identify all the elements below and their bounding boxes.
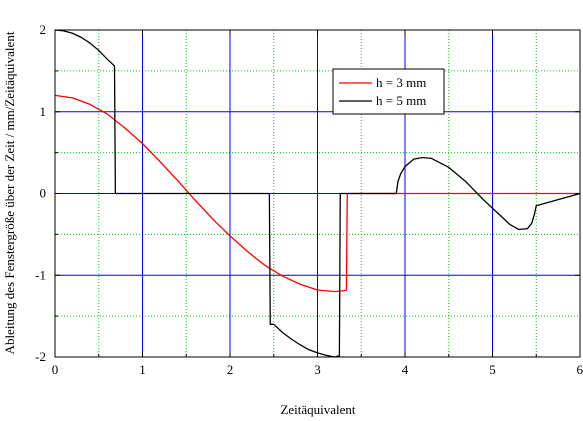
series-line-h5: [54, 29, 581, 358]
axes: [54, 29, 581, 358]
x-tick-label: 6: [577, 362, 583, 377]
y-axis-label: Ableitung des Fenstergröße über der Zeit…: [2, 31, 17, 354]
y-tick-label: 2: [40, 22, 47, 37]
series-layer: [54, 29, 581, 358]
y-tick-label: -1: [35, 267, 46, 282]
series-line-h3: [54, 94, 580, 293]
x-tick-label: 4: [402, 362, 409, 377]
y-tick-label: 1: [40, 104, 47, 119]
x-tick-label: 3: [314, 362, 321, 377]
legend-box: [332, 68, 445, 115]
legend: h = 3 mm h = 5 mm: [332, 68, 445, 115]
x-tick-label: 0: [52, 362, 59, 377]
x-tick-label: 5: [489, 362, 496, 377]
x-tick-label: 1: [139, 362, 146, 377]
tick-labels: 0 1 2 3 4 5 6 -2 -1 0 1 2: [35, 22, 583, 377]
legend-label-h3: h = 3 mm: [376, 75, 426, 90]
legend-label-h5: h = 5 mm: [376, 93, 426, 108]
y-tick-label: 0: [40, 186, 47, 201]
x-axis-label: Zeitäquivalent: [280, 402, 355, 417]
y-tick-label: -2: [35, 349, 46, 364]
x-tick-label: 2: [227, 362, 234, 377]
